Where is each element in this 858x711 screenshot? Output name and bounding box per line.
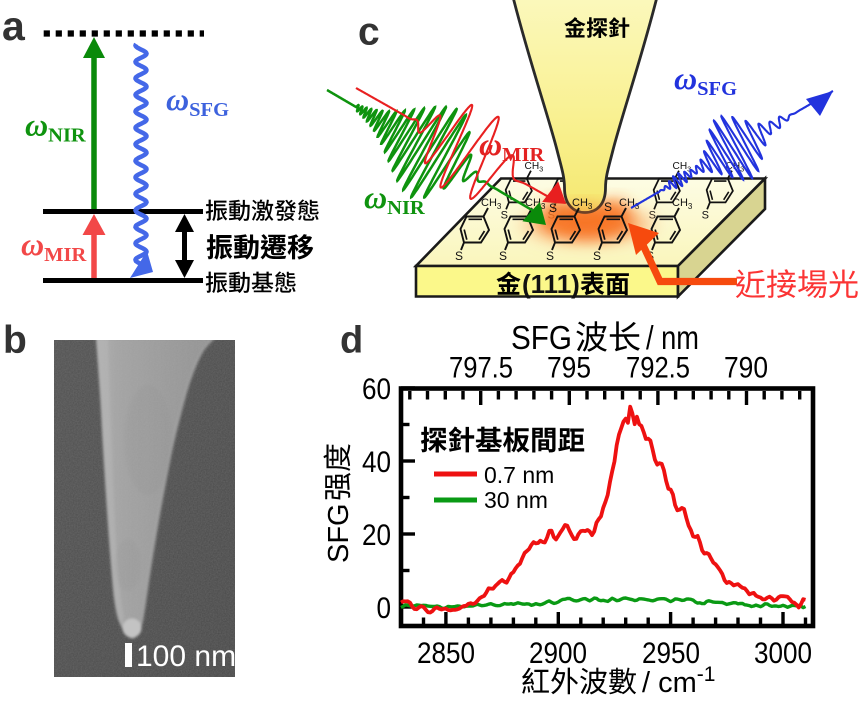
svg-text:ωNIR: ωNIR [364, 179, 425, 219]
svg-text:2850: 2850 [417, 637, 475, 670]
svg-text:40: 40 [362, 446, 391, 479]
svg-text:S: S [549, 201, 557, 215]
svg-text:/ cm-1: / cm-1 [642, 663, 715, 699]
svg-text:100 nm: 100 nm [136, 640, 236, 673]
svg-text:SFG: SFG [511, 319, 572, 356]
svg-text:a: a [2, 3, 26, 49]
svg-text:795: 795 [547, 352, 591, 385]
svg-text:c: c [358, 11, 380, 54]
svg-text:30 nm: 30 nm [484, 487, 548, 513]
svg-text:3000: 3000 [754, 637, 812, 670]
svg-text:0: 0 [377, 592, 392, 625]
svg-text:2950: 2950 [642, 637, 700, 670]
svg-text:d: d [340, 320, 363, 362]
svg-text:790: 790 [724, 352, 768, 385]
svg-text:b: b [3, 319, 27, 362]
svg-text:0.7 nm: 0.7 nm [484, 462, 554, 488]
svg-text:797.5: 797.5 [449, 352, 513, 385]
svg-text:/ nm: / nm [646, 319, 699, 356]
svg-text:60: 60 [362, 373, 391, 406]
svg-text:(111): (111) [522, 269, 580, 299]
svg-text:SFG: SFG [323, 503, 355, 563]
svg-text:20: 20 [362, 519, 391, 552]
svg-text:S: S [604, 200, 612, 214]
svg-text:792.5: 792.5 [626, 352, 690, 385]
svg-text:2900: 2900 [529, 637, 587, 670]
